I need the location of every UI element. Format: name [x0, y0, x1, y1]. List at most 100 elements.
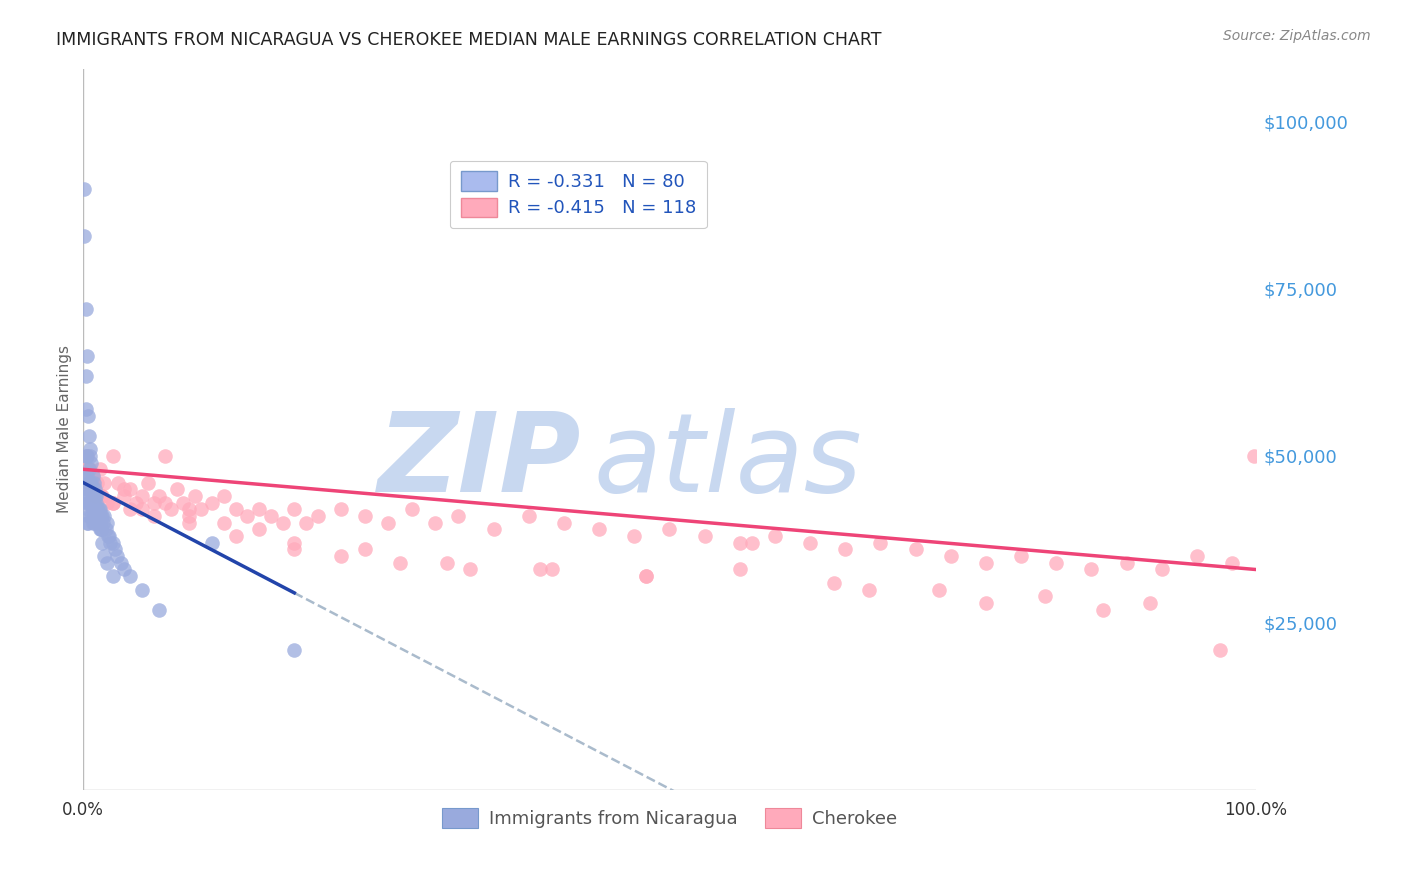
Point: [1045, 556, 1067, 570]
Point: [79, 496, 101, 510]
Point: [101, 569, 124, 583]
Point: [1010, 549, 1032, 563]
Point: [423, 516, 446, 530]
Point: [553, 516, 575, 530]
Point: [84, 496, 107, 510]
Point: [974, 556, 997, 570]
Point: [84, 516, 107, 530]
Point: [76, 449, 98, 463]
Point: [82, 489, 104, 503]
Point: [741, 535, 763, 549]
Point: [93, 509, 115, 524]
Point: [82, 516, 104, 530]
Point: [101, 496, 124, 510]
Point: [283, 642, 305, 657]
Point: [76, 449, 98, 463]
Point: [260, 509, 283, 524]
Point: [482, 523, 505, 537]
Point: [142, 509, 165, 524]
Point: [283, 502, 305, 516]
Point: [1209, 642, 1232, 657]
Point: [271, 516, 294, 530]
Point: [330, 502, 353, 516]
Point: [75, 368, 97, 383]
Point: [212, 516, 235, 530]
Point: [101, 496, 124, 510]
Point: [201, 496, 224, 510]
Point: [120, 502, 142, 516]
Text: ZIP: ZIP: [378, 409, 582, 516]
Point: [634, 569, 657, 583]
Point: [283, 535, 305, 549]
Point: [77, 489, 100, 503]
Point: [76, 475, 98, 490]
Point: [76, 496, 98, 510]
Point: [80, 456, 103, 470]
Point: [166, 483, 188, 497]
Point: [458, 562, 481, 576]
Point: [77, 502, 100, 516]
Point: [247, 502, 270, 516]
Point: [834, 542, 856, 557]
Text: atlas: atlas: [593, 409, 862, 516]
Point: [79, 442, 101, 457]
Point: [77, 475, 100, 490]
Point: [155, 496, 177, 510]
Point: [1150, 562, 1173, 576]
Point: [928, 582, 950, 597]
Point: [80, 496, 103, 510]
Point: [80, 475, 103, 490]
Point: [634, 569, 657, 583]
Point: [858, 582, 880, 597]
Point: [93, 549, 115, 563]
Point: [77, 462, 100, 476]
Point: [90, 523, 112, 537]
Point: [79, 475, 101, 490]
Point: [939, 549, 962, 563]
Point: [84, 489, 107, 503]
Point: [84, 483, 107, 497]
Point: [77, 469, 100, 483]
Point: [83, 475, 105, 490]
Point: [82, 502, 104, 516]
Point: [77, 516, 100, 530]
Point: [86, 475, 108, 490]
Point: [96, 496, 118, 510]
Point: [728, 535, 751, 549]
Point: [90, 523, 112, 537]
Point: [104, 542, 127, 557]
Legend: Immigrants from Nicaragua, Cherokee: Immigrants from Nicaragua, Cherokee: [434, 801, 904, 835]
Point: [89, 462, 111, 476]
Point: [87, 509, 110, 524]
Point: [177, 516, 200, 530]
Point: [83, 509, 105, 524]
Point: [225, 529, 247, 543]
Point: [89, 523, 111, 537]
Point: [1033, 589, 1056, 603]
Point: [225, 502, 247, 516]
Point: [90, 509, 112, 524]
Point: [247, 523, 270, 537]
Point: [1185, 549, 1208, 563]
Point: [75, 449, 97, 463]
Point: [763, 529, 786, 543]
Point: [86, 502, 108, 516]
Point: [307, 509, 329, 524]
Point: [212, 489, 235, 503]
Point: [76, 483, 98, 497]
Point: [90, 489, 112, 503]
Point: [105, 549, 128, 563]
Point: [97, 529, 120, 543]
Point: [77, 462, 100, 476]
Point: [131, 502, 153, 516]
Point: [295, 516, 318, 530]
Point: [87, 502, 110, 516]
Point: [83, 483, 105, 497]
Point: [75, 402, 97, 417]
Point: [77, 483, 100, 497]
Point: [79, 462, 101, 476]
Point: [131, 489, 153, 503]
Point: [77, 496, 100, 510]
Point: [75, 462, 97, 476]
Point: [101, 535, 124, 549]
